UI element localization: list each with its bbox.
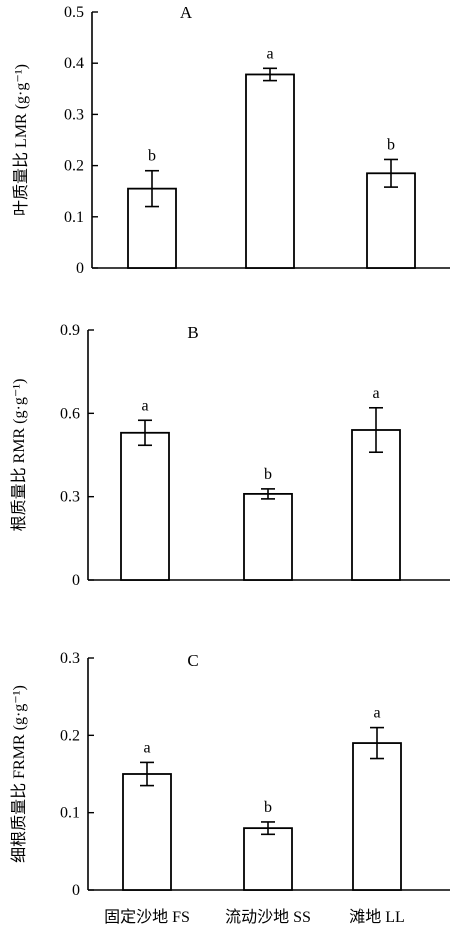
- y-tick-label: 0.4: [64, 55, 84, 72]
- significance-label: b: [387, 136, 395, 153]
- bar-3: [366, 172, 416, 269]
- y-axis-title: 根质量比 RMR (g·g⁻¹): [10, 379, 28, 532]
- panel-label: A: [180, 3, 193, 22]
- significance-label: a: [143, 739, 150, 756]
- significance-label: a: [141, 397, 148, 414]
- y-tick-label: 0: [72, 572, 80, 589]
- significance-label: a: [373, 705, 380, 722]
- y-tick-label: 0: [76, 260, 84, 277]
- bar-2: [243, 827, 293, 891]
- bar-3: [351, 429, 401, 581]
- significance-label: b: [148, 148, 156, 165]
- chart-panel-C: 0 0.1 0.2 0.3 C 细根质量比 FRMR (g·g⁻¹) a b a 固定沙地 FS 流…: [10, 650, 450, 926]
- significance-label: a: [266, 45, 273, 62]
- significance-label: b: [264, 466, 272, 483]
- x-category-label: 固定沙地 FS: [104, 908, 190, 926]
- y-axis-title: 细根质量比 FRMR (g·g⁻¹): [10, 685, 28, 863]
- y-tick-label: 0.3: [64, 106, 84, 123]
- x-category-label: 滩地 LL: [349, 908, 405, 926]
- y-tick-label: 0.9: [60, 322, 80, 339]
- y-tick-label: 0.1: [60, 805, 80, 822]
- panel-label: C: [187, 651, 198, 670]
- bar-1: [122, 773, 172, 891]
- significance-label: b: [264, 799, 272, 816]
- x-category-label: 流动沙地 SS: [225, 908, 311, 926]
- y-tick-label: 0.6: [60, 405, 80, 422]
- chart-panel-B: 0 0.3 0.6 0.9 B 根质量比 RMR (g·g⁻¹) a b a: [10, 322, 450, 589]
- significance-label: a: [372, 385, 379, 402]
- y-tick-label: 0.3: [60, 650, 80, 667]
- panel-label: B: [187, 323, 198, 342]
- bar-2: [243, 492, 293, 581]
- y-axis-title: 叶质量比 LMR (g·g⁻¹): [12, 64, 30, 216]
- y-tick-label: 0.5: [64, 4, 84, 21]
- y-tick-label: 0.2: [60, 727, 80, 744]
- bar-2: [245, 73, 295, 269]
- y-tick-label: 0.1: [64, 209, 84, 226]
- y-tick-label: 0: [72, 882, 80, 899]
- bar-1: [120, 431, 170, 581]
- y-tick-label: 0.3: [60, 489, 80, 506]
- y-tick-label: 0.2: [64, 158, 84, 175]
- chart-panel-A: 0 0.1 0.2 0.3 0.4 0.5 A 叶质量比 LMR (g·g⁻¹) b a b: [12, 3, 450, 277]
- bar-3: [352, 742, 402, 891]
